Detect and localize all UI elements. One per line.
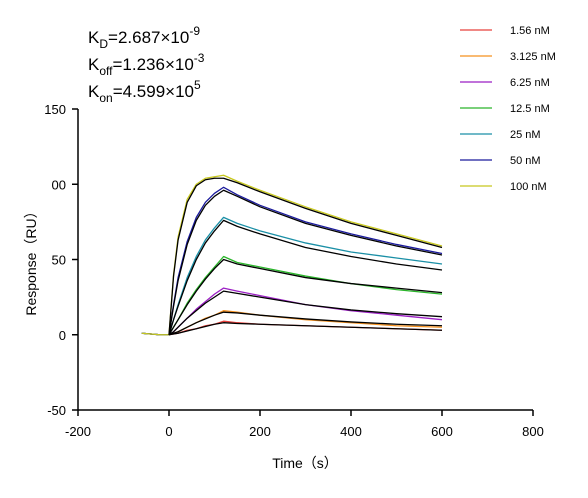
- annotation-text: =1.236×10: [112, 55, 193, 74]
- annotation-text: =2.687×10: [108, 28, 189, 47]
- annotation-text: =4.599×10: [113, 82, 194, 101]
- x-axis-label: Time（s）: [272, 455, 338, 471]
- annotation: KD=2.687×10-9: [88, 24, 200, 51]
- fit-line: [168, 189, 443, 335]
- x-tick-label: -200: [65, 424, 91, 439]
- data-line: [141, 174, 443, 336]
- fit-line: [168, 290, 443, 336]
- y-tick-label: 00: [52, 177, 66, 192]
- x-tick-label: 0: [165, 424, 172, 439]
- y-tick-label: 0: [59, 328, 66, 343]
- annotation-sub: off: [99, 64, 113, 78]
- annotation-sup: -9: [189, 24, 200, 38]
- fit-line: [168, 322, 443, 336]
- legend-label: 6.25 nM: [510, 77, 550, 89]
- annotation: Kon=4.599×105: [88, 78, 201, 105]
- y-axis-label: Response（RU）: [23, 204, 39, 315]
- x-tick-label: 400: [340, 424, 362, 439]
- annotation: Koff=1.236×10-3: [88, 51, 205, 78]
- y-tick-label: 50: [52, 253, 66, 268]
- annotation-base: K: [88, 55, 100, 74]
- data-line: [141, 186, 443, 336]
- legend-label: 50 nM: [510, 155, 541, 167]
- legend-label: 12.5 nM: [510, 103, 550, 115]
- fit-line: [168, 258, 443, 336]
- fit-line: [168, 219, 443, 335]
- annotation-sup: -3: [194, 51, 205, 65]
- fit-line: [168, 311, 443, 336]
- annotation-base: K: [88, 82, 100, 101]
- y-tick-label: -50: [47, 403, 66, 418]
- x-tick-label: 800: [522, 424, 544, 439]
- x-tick-label: 200: [249, 424, 271, 439]
- annotation-sub: on: [99, 91, 112, 105]
- x-tick-label: 600: [431, 424, 453, 439]
- annotation-base: K: [88, 28, 100, 47]
- y-tick-label: 150: [44, 102, 66, 117]
- data-line: [141, 255, 443, 336]
- legend-label: 1.56 nM: [510, 25, 550, 37]
- legend-label: 25 nM: [510, 129, 541, 141]
- annotation-sup: 5: [194, 78, 201, 92]
- legend-label: 100 nM: [510, 181, 547, 193]
- legend-label: 3.125 nM: [510, 51, 556, 63]
- fit-line: [168, 177, 443, 335]
- annotation-sub: D: [99, 37, 108, 51]
